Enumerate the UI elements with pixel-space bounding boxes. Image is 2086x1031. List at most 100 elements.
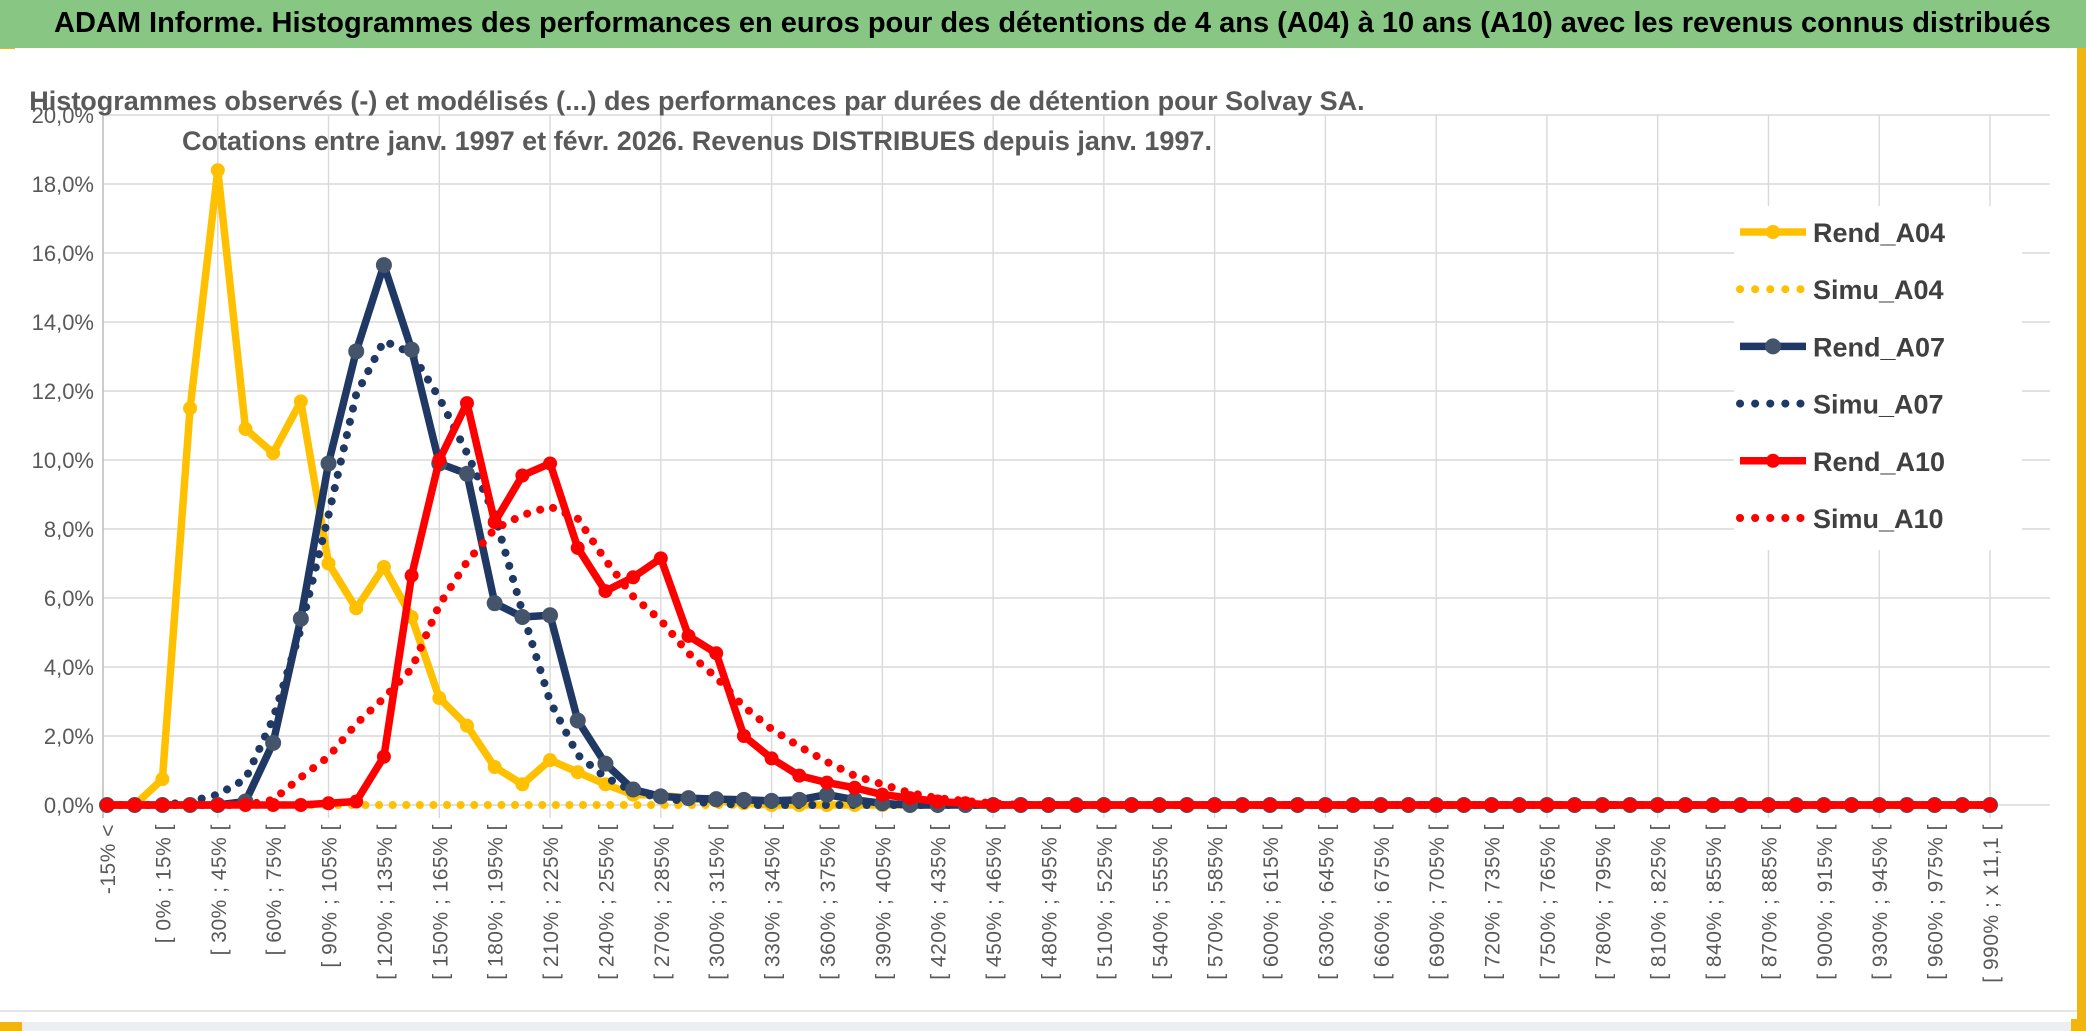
series-marker-Rend_A10 xyxy=(598,584,613,599)
series-marker-Rend_A10 xyxy=(1512,798,1527,812)
series-marker-Rend_A10 xyxy=(681,628,696,643)
y-axis-tick-label: 16,0% xyxy=(32,241,94,266)
x-axis-tick-label: [ 570% ; 585% [ xyxy=(1205,824,1228,980)
series-marker-Rend_A10 xyxy=(1789,798,1804,812)
series-marker-Rend_A10 xyxy=(626,570,641,585)
series-marker-Rend_A04 xyxy=(515,777,530,792)
series-marker-Rend_A07 xyxy=(292,610,309,627)
series-marker-Rend_A10 xyxy=(1872,798,1887,812)
series-marker-Rend_A10 xyxy=(127,798,142,812)
series-marker-Rend_A10 xyxy=(1041,798,1056,812)
gold-accent-bottomright xyxy=(2071,1019,2086,1031)
x-axis-tick-label: [ 330% ; 345% [ xyxy=(762,824,785,980)
series-marker-Rend_A10 xyxy=(1456,798,1471,812)
y-axis-tick-label: 0,0% xyxy=(44,793,94,818)
series-marker-Rend_A10 xyxy=(1623,798,1638,812)
series-marker-Rend_A10 xyxy=(1069,798,1084,812)
series-marker-Rend_A04 xyxy=(293,394,308,409)
y-axis-tick-label: 14,0% xyxy=(32,310,94,335)
series-marker-Rend_A10 xyxy=(543,456,558,471)
series-marker-Rend_A07 xyxy=(348,343,365,360)
y-axis-tick-label: 4,0% xyxy=(44,655,94,680)
series-marker-Rend_A04 xyxy=(543,753,558,768)
x-axis-tick-label: [ 810% ; 825% [ xyxy=(1648,824,1671,980)
series-marker-Rend_A10 xyxy=(515,468,530,483)
series-marker-Rend_A07 xyxy=(652,788,669,805)
x-axis-tick-label: [ 930% ; 945% [ xyxy=(1869,824,1892,980)
y-axis-tick-label: 6,0% xyxy=(44,586,94,611)
series-line-Rend_A10 xyxy=(107,399,1990,809)
series-marker-Rend_A10 xyxy=(847,780,862,795)
series-marker-Rend_A04 xyxy=(238,421,253,436)
x-axis-tick-label: [ 720% ; 735% [ xyxy=(1482,824,1505,980)
series-marker-Rend_A04 xyxy=(155,772,170,787)
x-axis-tick-label: [ 450% ; 465% [ xyxy=(983,824,1006,980)
y-axis-tick-label: 12,0% xyxy=(32,379,94,404)
series-marker-Rend_A10 xyxy=(875,787,890,802)
bottom-scroll-strip[interactable] xyxy=(22,1022,2071,1031)
series-marker-Rend_A10 xyxy=(570,540,585,555)
series-marker-Rend_A04 xyxy=(432,691,447,706)
series-marker-Rend_A07 xyxy=(735,791,752,808)
series-marker-Rend_A10 xyxy=(764,751,779,766)
legend-box xyxy=(1734,206,2022,550)
legend-item-Rend_A10[interactable]: Rend_A10 xyxy=(1740,447,1945,477)
series-marker-Rend_A10 xyxy=(1567,798,1582,812)
series-marker-Rend_A10 xyxy=(1927,798,1942,812)
series-marker-Rend_A10 xyxy=(432,453,447,467)
y-axis-tick-label: 2,0% xyxy=(44,724,94,749)
series-marker-Rend_A10 xyxy=(1235,798,1250,812)
chart-title-line: Histogrammes observés (-) et modélisés (… xyxy=(29,86,1364,116)
series-marker-Rend_A10 xyxy=(404,568,419,583)
legend-label: Rend_A10 xyxy=(1813,447,1945,477)
series-marker-Rend_A07 xyxy=(375,257,392,274)
series-marker-Rend_A10 xyxy=(1179,798,1194,812)
series-marker-Rend_A07 xyxy=(403,341,420,358)
x-axis-tick-label: [ 540% ; 555% [ xyxy=(1149,824,1172,980)
legend-marker-sample xyxy=(1766,453,1780,468)
legend-item-Rend_A04[interactable]: Rend_A04 xyxy=(1740,218,1945,248)
series-marker-Rend_A10 xyxy=(986,798,1001,812)
series-marker-Rend_A07 xyxy=(763,792,780,809)
series-marker-Rend_A10 xyxy=(1013,798,1028,812)
series-marker-Rend_A10 xyxy=(321,796,336,811)
series-marker-Rend_A10 xyxy=(1290,798,1305,812)
legend-item-Rend_A07[interactable]: Rend_A07 xyxy=(1740,332,1945,362)
series-marker-Rend_A10 xyxy=(155,798,170,812)
series-marker-Rend_A04 xyxy=(183,401,198,416)
series-marker-Rend_A07 xyxy=(791,791,808,808)
x-axis-tick-label: [ 780% ; 795% [ xyxy=(1592,824,1615,980)
x-axis-tick-label: [ 360% ; 375% [ xyxy=(817,824,840,980)
series-marker-Rend_A10 xyxy=(1124,798,1139,812)
x-axis-tick-label: [ 510% ; 525% [ xyxy=(1094,824,1117,980)
series-marker-Rend_A10 xyxy=(1706,798,1721,812)
legend-item-Simu_A04[interactable]: Simu_A04 xyxy=(1736,275,1944,305)
series-marker-Rend_A10 xyxy=(792,768,807,783)
legend-item-Simu_A07[interactable]: Simu_A07 xyxy=(1736,390,1944,420)
series-marker-Rend_A04 xyxy=(570,765,585,780)
series-marker-Rend_A10 xyxy=(1539,798,1554,812)
series-marker-Rend_A07 xyxy=(486,595,503,612)
x-axis-tick-label: [ 210% ; 225% [ xyxy=(540,824,563,980)
x-axis-tick-label: [ 600% ; 615% [ xyxy=(1260,824,1283,980)
series-marker-Rend_A10 xyxy=(709,646,724,661)
series-marker-Rend_A04 xyxy=(266,446,281,461)
y-axis-tick-label: 10,0% xyxy=(32,448,94,473)
legend-label: Simu_A07 xyxy=(1813,390,1944,420)
series-marker-Rend_A10 xyxy=(1899,798,1914,812)
x-axis-tick-label: [ 960% ; 975% [ xyxy=(1925,824,1948,980)
x-axis-tick-label: [ 990% ; x 11,1 [ xyxy=(1980,824,2003,983)
x-axis-tick-label: [ 750% ; 765% [ xyxy=(1537,824,1560,980)
series-marker-Rend_A07 xyxy=(708,791,725,808)
x-axis-tick-label: [ 420% ; 435% [ xyxy=(928,824,951,980)
x-axis-tick-label: [ 270% ; 285% [ xyxy=(651,824,674,980)
chart-bottom-separator xyxy=(0,1010,2077,1012)
x-axis-tick-label: [ 660% ; 675% [ xyxy=(1371,824,1394,980)
y-axis-tick-label: 18,0% xyxy=(32,172,94,197)
series-marker-Rend_A10 xyxy=(736,729,751,743)
series-marker-Rend_A10 xyxy=(183,798,198,812)
series-marker-Rend_A10 xyxy=(100,798,114,812)
series-marker-Rend_A07 xyxy=(680,790,697,807)
legend-item-Simu_A10[interactable]: Simu_A10 xyxy=(1736,504,1944,534)
